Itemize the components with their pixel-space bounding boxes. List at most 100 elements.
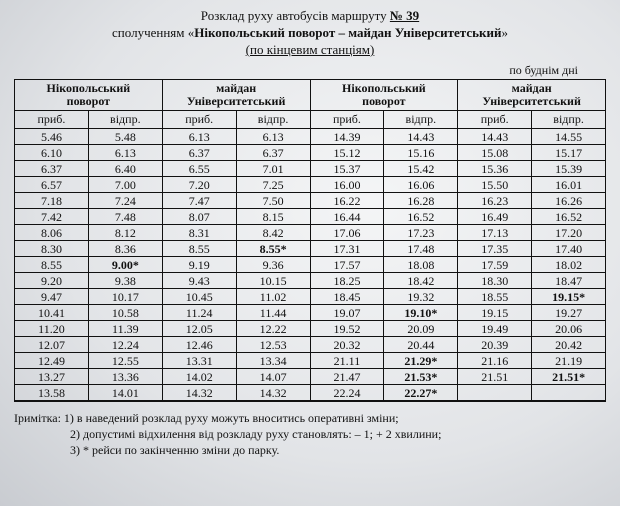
cell-arrival: 8.06 (15, 225, 89, 241)
table-row: 7.427.48 (15, 209, 162, 225)
table-row: 9.4710.17 (15, 289, 162, 305)
cell-departure: 14.07 (237, 369, 310, 385)
title-line2-b: Нікопольський поворот – майдан Університ… (194, 25, 501, 40)
cell-arrival: 6.55 (163, 161, 237, 177)
cell-arrival: 19.52 (311, 321, 385, 337)
cell-arrival: 5.46 (15, 129, 89, 145)
cell-arrival: 20.39 (458, 337, 532, 353)
cell-arrival: 8.30 (15, 241, 89, 257)
table-row: 11.2411.44 (163, 305, 310, 321)
table-row: 16.0016.06 (311, 177, 458, 193)
schedule-block: майданУніверситетськийприб.відпр.14.4314… (458, 80, 605, 401)
cell-arrival: 19.07 (311, 305, 385, 321)
cell-departure: 19.32 (384, 289, 457, 305)
cell-departure: 17.20 (532, 225, 605, 241)
cell-departure: 12.53 (237, 337, 310, 353)
cell-departure: 21.51* (532, 369, 605, 385)
table-row: 12.0512.22 (163, 321, 310, 337)
cell-departure: 21.29* (384, 353, 457, 369)
cell-arrival: 7.42 (15, 209, 89, 225)
cell-departure: 6.13 (89, 145, 162, 161)
cell-arrival: 7.18 (15, 193, 89, 209)
table-row: 20.3220.44 (311, 337, 458, 353)
cell-departure: 18.02 (532, 257, 605, 273)
cell-arrival: 10.41 (15, 305, 89, 321)
cell-arrival: 20.32 (311, 337, 385, 353)
block-subheader: приб.відпр. (15, 111, 162, 129)
cell-departure: 8.42 (237, 225, 310, 241)
table-row: 18.3018.47 (458, 273, 605, 289)
cell-arrival: 18.25 (311, 273, 385, 289)
cell-arrival: 6.57 (15, 177, 89, 193)
cell-departure: 18.08 (384, 257, 457, 273)
cell-departure: 20.09 (384, 321, 457, 337)
table-row: 7.477.50 (163, 193, 310, 209)
table-row: 10.4110.58 (15, 305, 162, 321)
table-row: 6.557.01 (163, 161, 310, 177)
schedule-block: майданУніверситетськийприб.відпр.6.136.1… (163, 80, 311, 401)
table-row: 18.4519.32 (311, 289, 458, 305)
cell-arrival: 16.23 (458, 193, 532, 209)
cell-arrival: 21.47 (311, 369, 385, 385)
table-row: 9.209.38 (15, 273, 162, 289)
cell-arrival: 21.11 (311, 353, 385, 369)
table-row: 15.3715.42 (311, 161, 458, 177)
cell-departure: 6.40 (89, 161, 162, 177)
col-arrival: приб. (458, 111, 532, 129)
cell-departure: 6.13 (237, 129, 310, 145)
cell-arrival: 8.55 (15, 257, 89, 273)
cell-departure: 12.55 (89, 353, 162, 369)
cell-departure: 13.34 (237, 353, 310, 369)
cell-arrival: 19.15 (458, 305, 532, 321)
weekday-label: по буднім дні (14, 63, 606, 78)
cell-arrival: 13.27 (15, 369, 89, 385)
cell-arrival: 12.07 (15, 337, 89, 353)
table-row: 6.577.00 (15, 177, 162, 193)
cell-arrival: 10.45 (163, 289, 237, 305)
block-header: Нікопольськийповорот (15, 80, 162, 111)
block-header: майданУніверситетський (163, 80, 310, 111)
cell-arrival: 8.31 (163, 225, 237, 241)
table-row: 9.4310.15 (163, 273, 310, 289)
block-header: Нікопольськийповорот (311, 80, 458, 111)
table-row: 9.199.36 (163, 257, 310, 273)
cell-arrival: 18.55 (458, 289, 532, 305)
cell-arrival: 18.45 (311, 289, 385, 305)
cell-departure: 11.44 (237, 305, 310, 321)
cell-departure: 7.48 (89, 209, 162, 225)
table-row: 13.3113.34 (163, 353, 310, 369)
cell-departure: 10.58 (89, 305, 162, 321)
cell-departure: 21.19 (532, 353, 605, 369)
cell-departure: 15.42 (384, 161, 457, 177)
cell-arrival: 16.49 (458, 209, 532, 225)
cell-arrival: 14.39 (311, 129, 385, 145)
title-line2-c: » (501, 25, 508, 40)
block-subheader: приб.відпр. (458, 111, 605, 129)
table-row: 18.2518.42 (311, 273, 458, 289)
title-route: № 39 (390, 8, 419, 23)
table-row: 8.318.42 (163, 225, 310, 241)
cell-arrival: 6.37 (163, 145, 237, 161)
table-row: 7.187.24 (15, 193, 162, 209)
table-row: 8.078.15 (163, 209, 310, 225)
table-row: 6.376.37 (163, 145, 310, 161)
cell-departure: 9.38 (89, 273, 162, 289)
notes-3: 3) * рейси по закінченню зміни до парку. (14, 442, 606, 458)
cell-departure: 19.10* (384, 305, 457, 321)
title-line3: (по кінцевим станціям) (246, 42, 375, 57)
cell-departure: 10.17 (89, 289, 162, 305)
cell-departure: 19.27 (532, 305, 605, 321)
cell-departure: 8.15 (237, 209, 310, 225)
table-row: 5.465.48 (15, 129, 162, 145)
table-row: 8.558.55* (163, 241, 310, 257)
cell-arrival: 14.32 (163, 385, 237, 401)
cell-arrival: 14.43 (458, 129, 532, 145)
table-row: 21.1621.19 (458, 353, 605, 369)
cell-departure: 17.48 (384, 241, 457, 257)
cell-departure: 16.52 (532, 209, 605, 225)
col-departure: відпр. (384, 111, 457, 129)
table-row: 21.4721.53* (311, 369, 458, 385)
col-arrival: приб. (311, 111, 385, 129)
cell-arrival: 13.31 (163, 353, 237, 369)
table-row: 15.3615.39 (458, 161, 605, 177)
